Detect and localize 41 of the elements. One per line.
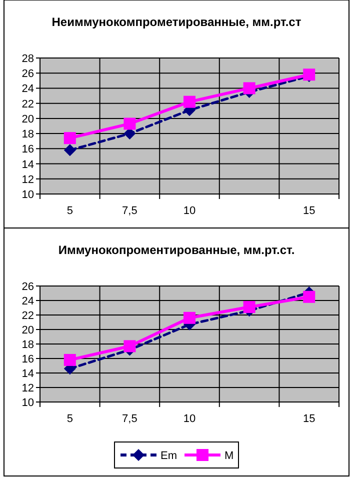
point bbox=[124, 340, 136, 352]
point bbox=[64, 144, 76, 156]
y-tick-label: 10 bbox=[22, 397, 34, 409]
y-tick-label: 12 bbox=[22, 382, 34, 394]
point bbox=[64, 354, 76, 366]
chart-title: Неиммунокомпрометированные, мм.рт.ст bbox=[52, 15, 302, 29]
y-tick-label: 28 bbox=[22, 53, 34, 65]
x-tick-label: 15 bbox=[302, 413, 316, 425]
x-tick-label: 5 bbox=[66, 205, 73, 217]
y-tick-label: 16 bbox=[22, 144, 34, 156]
point bbox=[303, 290, 316, 303]
y-tick-label: 18 bbox=[22, 128, 34, 141]
x-tick-label: 5 bbox=[66, 413, 73, 425]
y-tick-label: 14 bbox=[22, 368, 34, 380]
y-tick-label: 16 bbox=[22, 354, 34, 366]
point bbox=[243, 301, 256, 314]
y-tick-label: 18 bbox=[22, 339, 34, 351]
y-tick-label: 20 bbox=[22, 113, 34, 126]
y-tick-label: 24 bbox=[22, 296, 34, 308]
y-tick-label: 10 bbox=[22, 189, 34, 201]
point bbox=[64, 132, 76, 144]
x-tick-label: 7,5 bbox=[122, 205, 138, 217]
y-tick-label: 22 bbox=[22, 98, 34, 110]
y-tick-label: 26 bbox=[22, 281, 34, 293]
y-tick-label: 12 bbox=[22, 174, 34, 186]
point bbox=[243, 82, 256, 94]
y-tick-label: 20 bbox=[22, 324, 34, 336]
y-tick-label: 24 bbox=[22, 83, 34, 96]
y-tick-label: 26 bbox=[22, 68, 34, 80]
x-tick-label: 15 bbox=[302, 205, 316, 217]
point bbox=[184, 312, 196, 324]
legend-label: M bbox=[224, 450, 234, 462]
chart-title: Иммунокопроментированные, мм.рт.ст. bbox=[58, 243, 295, 257]
point bbox=[124, 118, 136, 130]
x-tick-label: 7,5 bbox=[122, 413, 138, 425]
x-tick-label: 10 bbox=[183, 205, 196, 217]
y-tick-label: 22 bbox=[22, 310, 34, 322]
legend-label: Em bbox=[160, 450, 177, 462]
y-tick-label: 14 bbox=[22, 158, 34, 171]
x-tick-label: 10 bbox=[183, 413, 196, 425]
point bbox=[184, 96, 196, 108]
